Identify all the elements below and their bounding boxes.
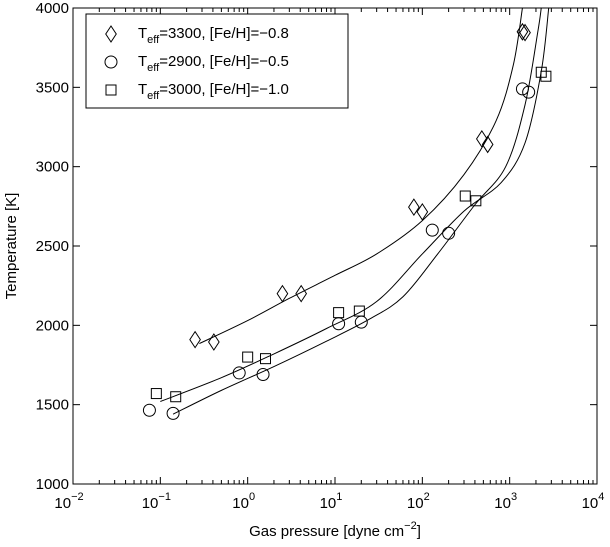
axis-ticks [72, 7, 598, 485]
x-tick-label: 101 [320, 491, 343, 512]
diamond-point [189, 330, 201, 349]
x-tick-label: 10−1 [142, 491, 171, 512]
legend: Teff=3300, [Fe/H]=−0.8 Teff=2900, [Fe/H]=… [85, 13, 349, 109]
legend-marker-square [105, 84, 117, 96]
square-point [470, 195, 482, 207]
x-tick-label: 104 [582, 491, 605, 512]
square-point [170, 391, 182, 403]
diamond-point [516, 22, 529, 41]
legend-label: Teff=3000, [Fe/H]=−1.0 [138, 81, 289, 102]
circle-point [332, 317, 346, 331]
legend-marker-circle [104, 55, 118, 69]
square-point [150, 388, 162, 400]
legend-box [85, 13, 349, 109]
circle-point [142, 403, 156, 417]
x-axis-title: Gas pressure [dyne cm−2] [249, 520, 421, 540]
circle-point [256, 368, 270, 382]
diamond-point [416, 202, 429, 221]
fit-curve-square [160, 8, 550, 402]
x-tick-label: 100 [232, 491, 255, 512]
y-tick-label: 1000 [36, 476, 69, 493]
circle-point [425, 223, 439, 237]
x-tick-label: 10−2 [54, 491, 83, 512]
x-tick-label: 103 [494, 491, 517, 512]
square-point [540, 70, 552, 82]
y-tick-label: 1500 [36, 397, 69, 414]
tick-labels: 10−2 10−1 100 101 102 103 104 1000 1500 2000 2500 3… [36, 0, 605, 512]
y-tick-label: 4000 [36, 0, 69, 17]
legend-label: Teff=2900, [Fe/H]=−0.5 [138, 53, 289, 74]
fit-curve-circle [172, 8, 542, 415]
fit-curves [160, 8, 550, 415]
diamond-point [276, 284, 289, 303]
circle-point [232, 366, 246, 380]
diamond-point [208, 333, 220, 351]
square-point [242, 351, 254, 363]
y-tick-label: 2000 [36, 317, 69, 334]
diamond-point [295, 284, 308, 303]
diamond-point [481, 135, 494, 154]
x-tick-label: 102 [407, 491, 430, 512]
y-tick-label: 2500 [36, 238, 69, 255]
legend-marker-diamond [105, 25, 117, 43]
fit-curve-diamond [199, 8, 523, 345]
circle-point [522, 85, 536, 99]
y-axis-title: Temperature [K] [3, 193, 20, 300]
legend-label: Teff=3300, [Fe/H]=−0.8 [138, 25, 289, 46]
square-point [259, 353, 271, 365]
circle-point [515, 82, 529, 96]
data-points [142, 22, 552, 420]
square-point [333, 307, 345, 319]
square-point [353, 305, 365, 317]
circle-point [166, 406, 180, 420]
square-point [459, 190, 471, 202]
diamond-point [408, 198, 420, 217]
diamond-point [475, 129, 488, 148]
x-axis-title-end: ] [417, 523, 421, 540]
circle-point [354, 315, 368, 329]
y-tick-label: 3000 [36, 159, 69, 176]
x-axis-title-main: Gas pressure [dyne cm [249, 523, 404, 540]
x-axis-title-exponent: −2 [404, 520, 417, 532]
y-tick-label: 3500 [36, 79, 69, 96]
circle-point [442, 226, 456, 240]
diamond-point [519, 23, 531, 42]
